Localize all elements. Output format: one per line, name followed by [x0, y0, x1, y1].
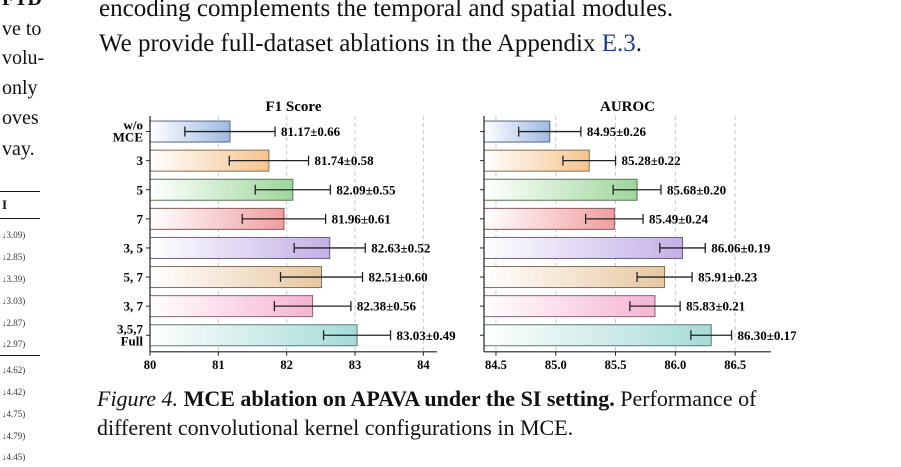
category-label: 3, 7: [124, 299, 144, 314]
data-label: 82.09±0.55: [336, 182, 396, 197]
table-cell: ↓2.87): [2, 318, 26, 328]
table-cell: ↓2.97): [2, 339, 26, 349]
x-tick-label: 86.0: [664, 358, 686, 372]
category-label: MCE: [113, 130, 143, 145]
table-header: I: [2, 197, 8, 212]
category-label: 3: [137, 153, 144, 168]
data-label: 82.63±0.52: [371, 240, 430, 255]
x-tick-label: 83: [349, 358, 362, 372]
data-label: 85.49±0.24: [649, 211, 709, 226]
data-label: 81.17±0.66: [281, 124, 341, 139]
panel-title: F1 Score: [266, 99, 322, 115]
category-label: 3,5,7: [117, 321, 144, 336]
x-tick-label: 85.5: [605, 358, 627, 372]
appendix-link[interactable]: E.3: [601, 30, 636, 57]
caption-text: Performance of different convolutional k…: [97, 386, 757, 440]
table-cell: ↓3.09): [2, 230, 26, 240]
table-cell: ↓4.62): [2, 365, 26, 375]
left-line: volu-: [2, 47, 45, 69]
x-tick-label: 85.0: [545, 358, 567, 372]
category-label: 3, 5: [124, 240, 144, 255]
table-cell: ↓4.45): [2, 452, 26, 462]
category-label: 5: [137, 182, 144, 197]
left-line: ve to: [2, 18, 42, 40]
data-label: 86.06±0.19: [711, 240, 771, 255]
x-tick-label: 84.5: [485, 358, 507, 372]
x-tick-label: 81: [212, 358, 225, 372]
figure-caption: Figure 4. MCE ablation on APAVA under th…: [97, 384, 827, 442]
data-label: 85.68±0.20: [667, 182, 726, 197]
body-text-line: We provide full-dataset ablations in the…: [99, 30, 642, 58]
x-tick-label: 84: [417, 358, 430, 372]
data-label: 81.96±0.61: [332, 211, 391, 226]
table-rule: [0, 191, 40, 192]
table-cell: ↓3.39): [2, 274, 26, 284]
panel-title: AUROC: [600, 99, 655, 115]
table-cell: ↓4.42): [2, 387, 26, 397]
category-label: 5, 7: [124, 270, 144, 285]
data-label: 85.28±0.22: [622, 153, 681, 168]
body-text-span: .: [635, 30, 643, 57]
caption-figure-label: Figure 4.: [97, 386, 179, 411]
table-cell: ↓4.79): [2, 431, 26, 441]
data-label: 85.83±0.21: [686, 299, 745, 314]
x-tick-label: 86.5: [724, 358, 746, 372]
body-text-span: We provide full-dataset ablations in the…: [99, 30, 602, 57]
left-line: only: [2, 77, 38, 99]
data-label: 82.38±0.56: [357, 299, 417, 314]
table-cell: ↓2.85): [2, 252, 26, 262]
x-tick-label: 82: [280, 358, 293, 372]
data-label: 85.91±0.23: [698, 270, 758, 285]
bar: [483, 236, 684, 259]
data-label: 84.95±0.26: [587, 124, 647, 139]
left-column-fragment: FTD ve to volu- only oves vay. I ↓3.09) …: [0, 0, 48, 467]
table-rule: [0, 355, 40, 356]
category-label: w/o: [124, 118, 144, 133]
data-label: 86.30±0.17: [738, 328, 798, 343]
data-label: 83.03±0.49: [397, 328, 457, 343]
x-tick-label: 80: [144, 358, 157, 372]
data-label: 82.51±0.60: [369, 270, 428, 285]
left-line: vay.: [2, 138, 35, 160]
caption-title: MCE ablation on APAVA under the SI setti…: [183, 386, 615, 411]
category-label: 7: [137, 211, 144, 226]
data-label: 81.74±0.58: [315, 153, 375, 168]
table-rule: [0, 218, 40, 219]
body-text-line: encoding complements the temporal and sp…: [99, 0, 674, 22]
bar: [483, 324, 712, 347]
table-cell: ↓3.03): [2, 296, 26, 306]
left-line: FTD: [2, 0, 42, 11]
left-line: oves: [2, 107, 39, 129]
table-cell: ↓4.75): [2, 409, 26, 419]
category-label: Full: [121, 333, 144, 348]
